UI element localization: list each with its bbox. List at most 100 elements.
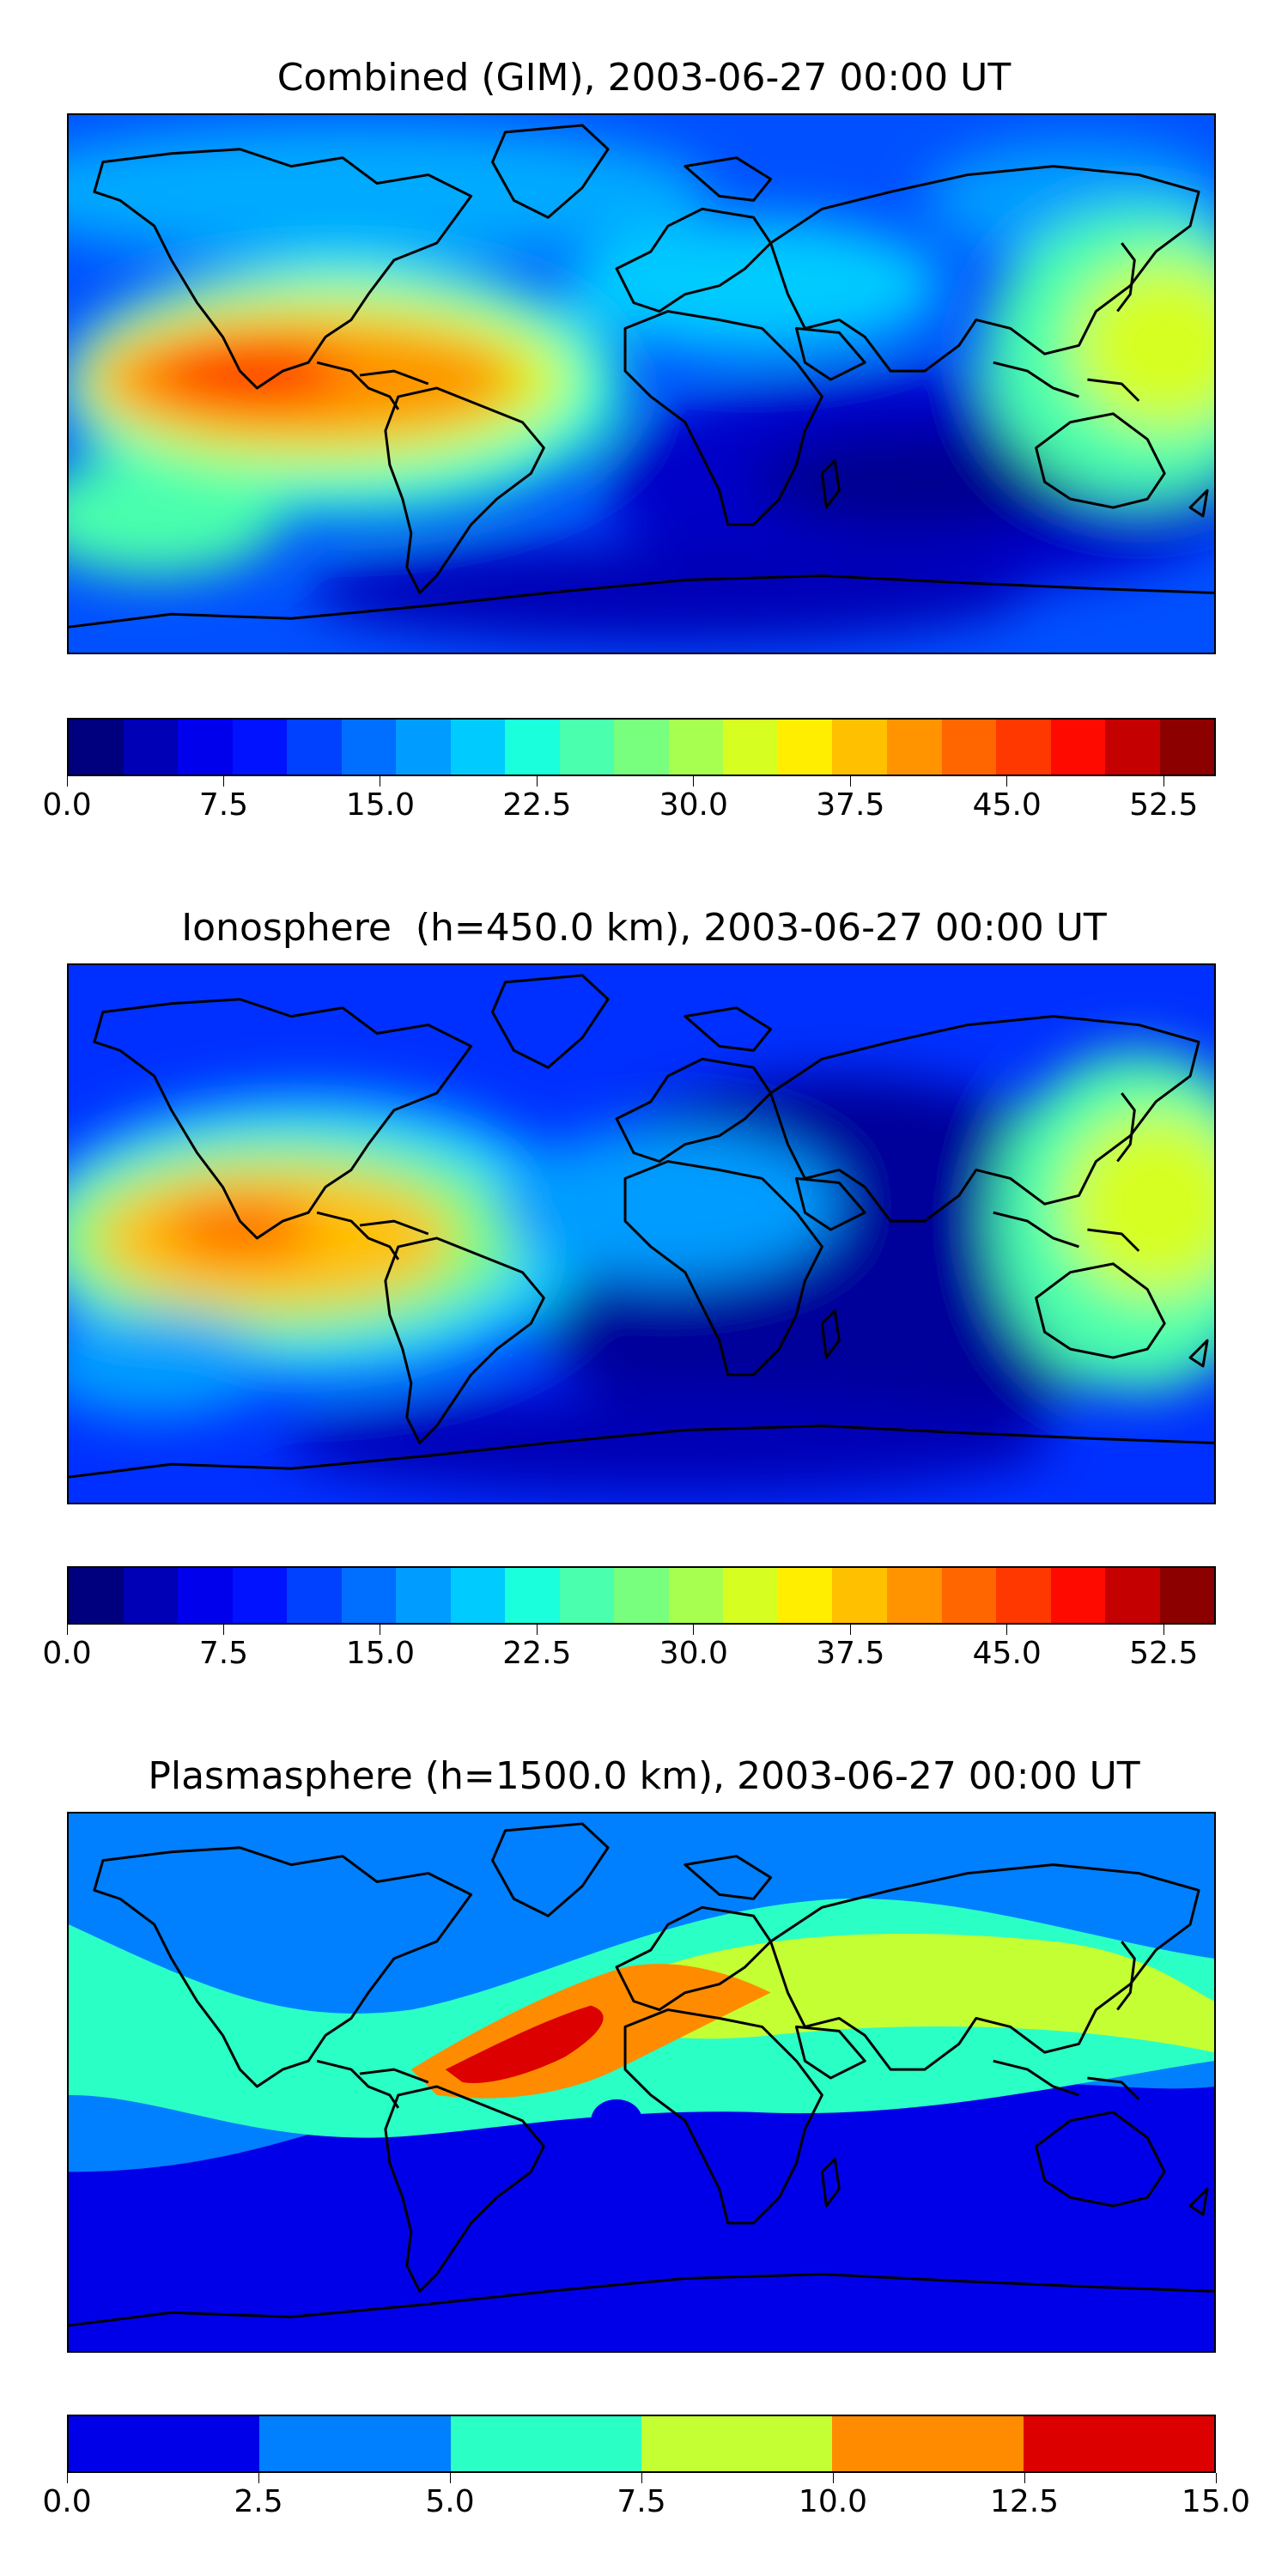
colorbar-tick [693,1625,695,1635]
map-plasmasphere [67,1812,1216,2353]
colorbar-segment [559,720,615,775]
colorbar-segment [396,1568,451,1623]
colorbar-tick [66,2473,68,2483]
colorbar-segment [886,1568,942,1623]
colorbar-segment [1105,720,1160,775]
colorbar-combined [67,718,1216,776]
colorbar-tick [536,776,538,787]
colorbar-segment [1050,1568,1106,1623]
colorbar-segment [996,1568,1051,1623]
colorbar-segment [1105,1568,1160,1623]
colorbar-tick-label: 15.0 [345,787,415,823]
colorbar-tick-label: 30.0 [659,1636,728,1671]
colorbar-tick [849,1625,851,1635]
colorbar-tick-label: 22.5 [502,787,572,823]
colorbar-segment [559,1568,615,1623]
colorbar-segment [396,720,451,775]
colorbar-tick-label: 7.5 [617,2484,666,2519]
colorbar-tick [222,1625,224,1635]
colorbar-tick [66,1625,68,1635]
colorbar-tick-label: 37.5 [816,1636,885,1671]
colorbar-tick-label: 2.5 [234,2484,283,2519]
colorbar-segment [287,720,342,775]
colorbar-segment [723,720,778,775]
colorbar-tick-label: 12.5 [989,2484,1060,2519]
colorbar-tick-label: 5.0 [425,2484,475,2519]
colorbar-ionosphere [67,1566,1216,1625]
colorbar-tick [1006,776,1008,787]
colorbar-tick-label: 45.0 [972,787,1042,823]
colorbar-segment [832,1568,887,1623]
colorbar-segment [1050,720,1106,775]
colorbar-segment [505,720,560,775]
colorbar-segment [69,2416,260,2471]
colorbar-tick-label: 0.0 [42,1636,92,1671]
colorbar-segment [1023,2416,1214,2471]
map-combined [67,113,1216,654]
colorbar-segment [614,720,669,775]
map-ionosphere [67,963,1216,1504]
colorbar-segment [178,1568,233,1623]
panel-title-combined: Combined (GIM), 2003-06-27 00:00 UT [276,56,1012,100]
colorbar-segment [69,720,124,775]
colorbar-tick-label: 10.0 [798,2484,868,2519]
colorbar-segment [1159,720,1215,775]
colorbar-tick-label: 0.0 [42,787,92,823]
colorbar-tick-label: 7.5 [198,1636,249,1671]
colorbar-segment [1159,1568,1215,1623]
colorbar-segment [505,1568,560,1623]
colorbar-tick [258,2473,259,2483]
colorbar-segment [723,1568,778,1623]
colorbar-tick [641,2473,642,2483]
colorbar-segment [450,2416,641,2471]
colorbar-tick [832,2473,834,2483]
colorbar-segment [777,1568,833,1623]
colorbar-tick [1163,1625,1164,1635]
colorbar-segment [668,720,724,775]
colorbar-segment [941,720,997,775]
colorbar-tick-label: 22.5 [502,1636,572,1671]
colorbar-segment [996,720,1051,775]
colorbar-tick [849,776,851,787]
colorbar-tick-label: 52.5 [1129,1636,1199,1671]
colorbar-segment [941,1568,997,1623]
colorbar-segment [232,720,288,775]
colorbar-tick [536,1625,538,1635]
colorbar-plasmasphere [67,2415,1216,2473]
colorbar-segment [777,720,833,775]
colorbar-tick [66,776,68,787]
panel-title-ionosphere: Ionosphere (h=450.0 km), 2003-06-27 00:0… [181,906,1107,950]
colorbar-tick-label: 15.0 [345,1636,415,1671]
colorbar-segment [641,2416,833,2471]
colorbar-tick-label: 30.0 [659,787,728,823]
colorbar-tick-label: 7.5 [198,787,249,823]
colorbar-segment [123,720,179,775]
colorbar-tick [1163,776,1164,787]
colorbar-segment [614,1568,669,1623]
colorbar-segment [259,2416,451,2471]
colorbar-tick-label: 0.0 [42,2484,92,2519]
colorbar-tick [222,776,224,787]
colorbar-tick-label: 45.0 [972,1636,1042,1671]
colorbar-segment [886,720,942,775]
colorbar-segment [341,720,397,775]
colorbar-tick [693,776,695,787]
colorbar-tick [449,2473,451,2483]
colorbar-segment [178,720,233,775]
colorbar-segment [287,1568,342,1623]
colorbar-tick [1006,1625,1008,1635]
colorbar-tick-label: 37.5 [816,787,885,823]
colorbar-tick [1215,2473,1217,2483]
colorbar-tick-label: 15.0 [1181,2484,1251,2519]
colorbar-segment [69,1568,124,1623]
colorbar-segment [832,2416,1024,2471]
colorbar-segment [668,1568,724,1623]
panel-title-plasmasphere: Plasmasphere (h=1500.0 km), 2003-06-27 0… [148,1754,1140,1798]
colorbar-segment [832,720,887,775]
colorbar-segment [341,1568,397,1623]
colorbar-segment [450,720,506,775]
colorbar-segment [232,1568,288,1623]
colorbar-tick-label: 52.5 [1129,787,1199,823]
colorbar-tick [1024,2473,1025,2483]
colorbar-segment [450,1568,506,1623]
